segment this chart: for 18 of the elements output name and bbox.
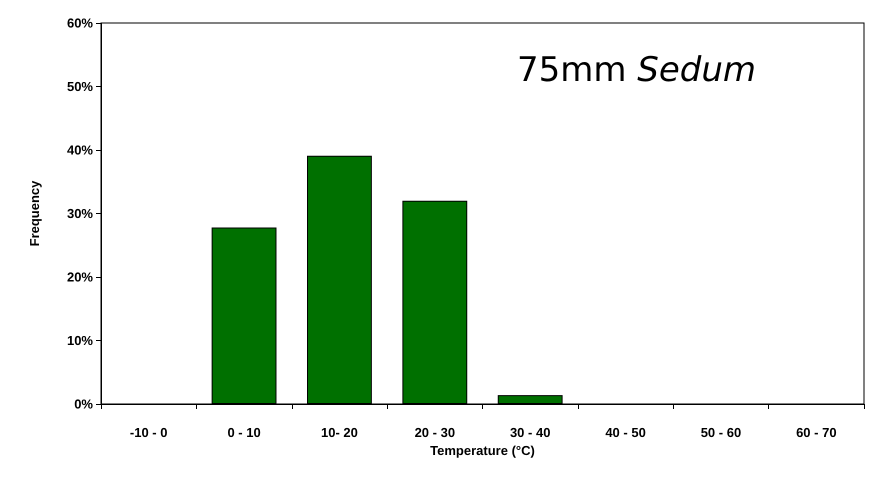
y-tick-label: 20% xyxy=(66,270,94,284)
y-tick-label: 60% xyxy=(66,16,94,30)
x-tick-label: 50 - 60 xyxy=(700,425,742,440)
x-tick-label: 0 - 10 xyxy=(227,425,261,440)
x-axis-title: Temperature (°C) xyxy=(430,443,535,458)
y-tick-label: 10% xyxy=(66,333,94,348)
x-tick-label: 20 - 30 xyxy=(414,425,456,440)
x-tick-label: 30 - 40 xyxy=(510,425,550,440)
y-axis-title: Frequency xyxy=(27,180,42,246)
y-tick-label: 50% xyxy=(66,79,94,94)
y-tick-label: 0% xyxy=(74,396,94,412)
x-tick-label: 60 - 70 xyxy=(796,425,837,440)
y-tick-label: 30% xyxy=(66,206,94,221)
x-tick-label: -10 - 0 xyxy=(130,425,168,440)
x-tick-label: 10- 20 xyxy=(321,425,358,440)
y-tick-label: 40% xyxy=(66,142,94,158)
annotation: 75mm Sedum xyxy=(516,50,756,90)
x-tick-label: 40 - 50 xyxy=(605,425,646,440)
